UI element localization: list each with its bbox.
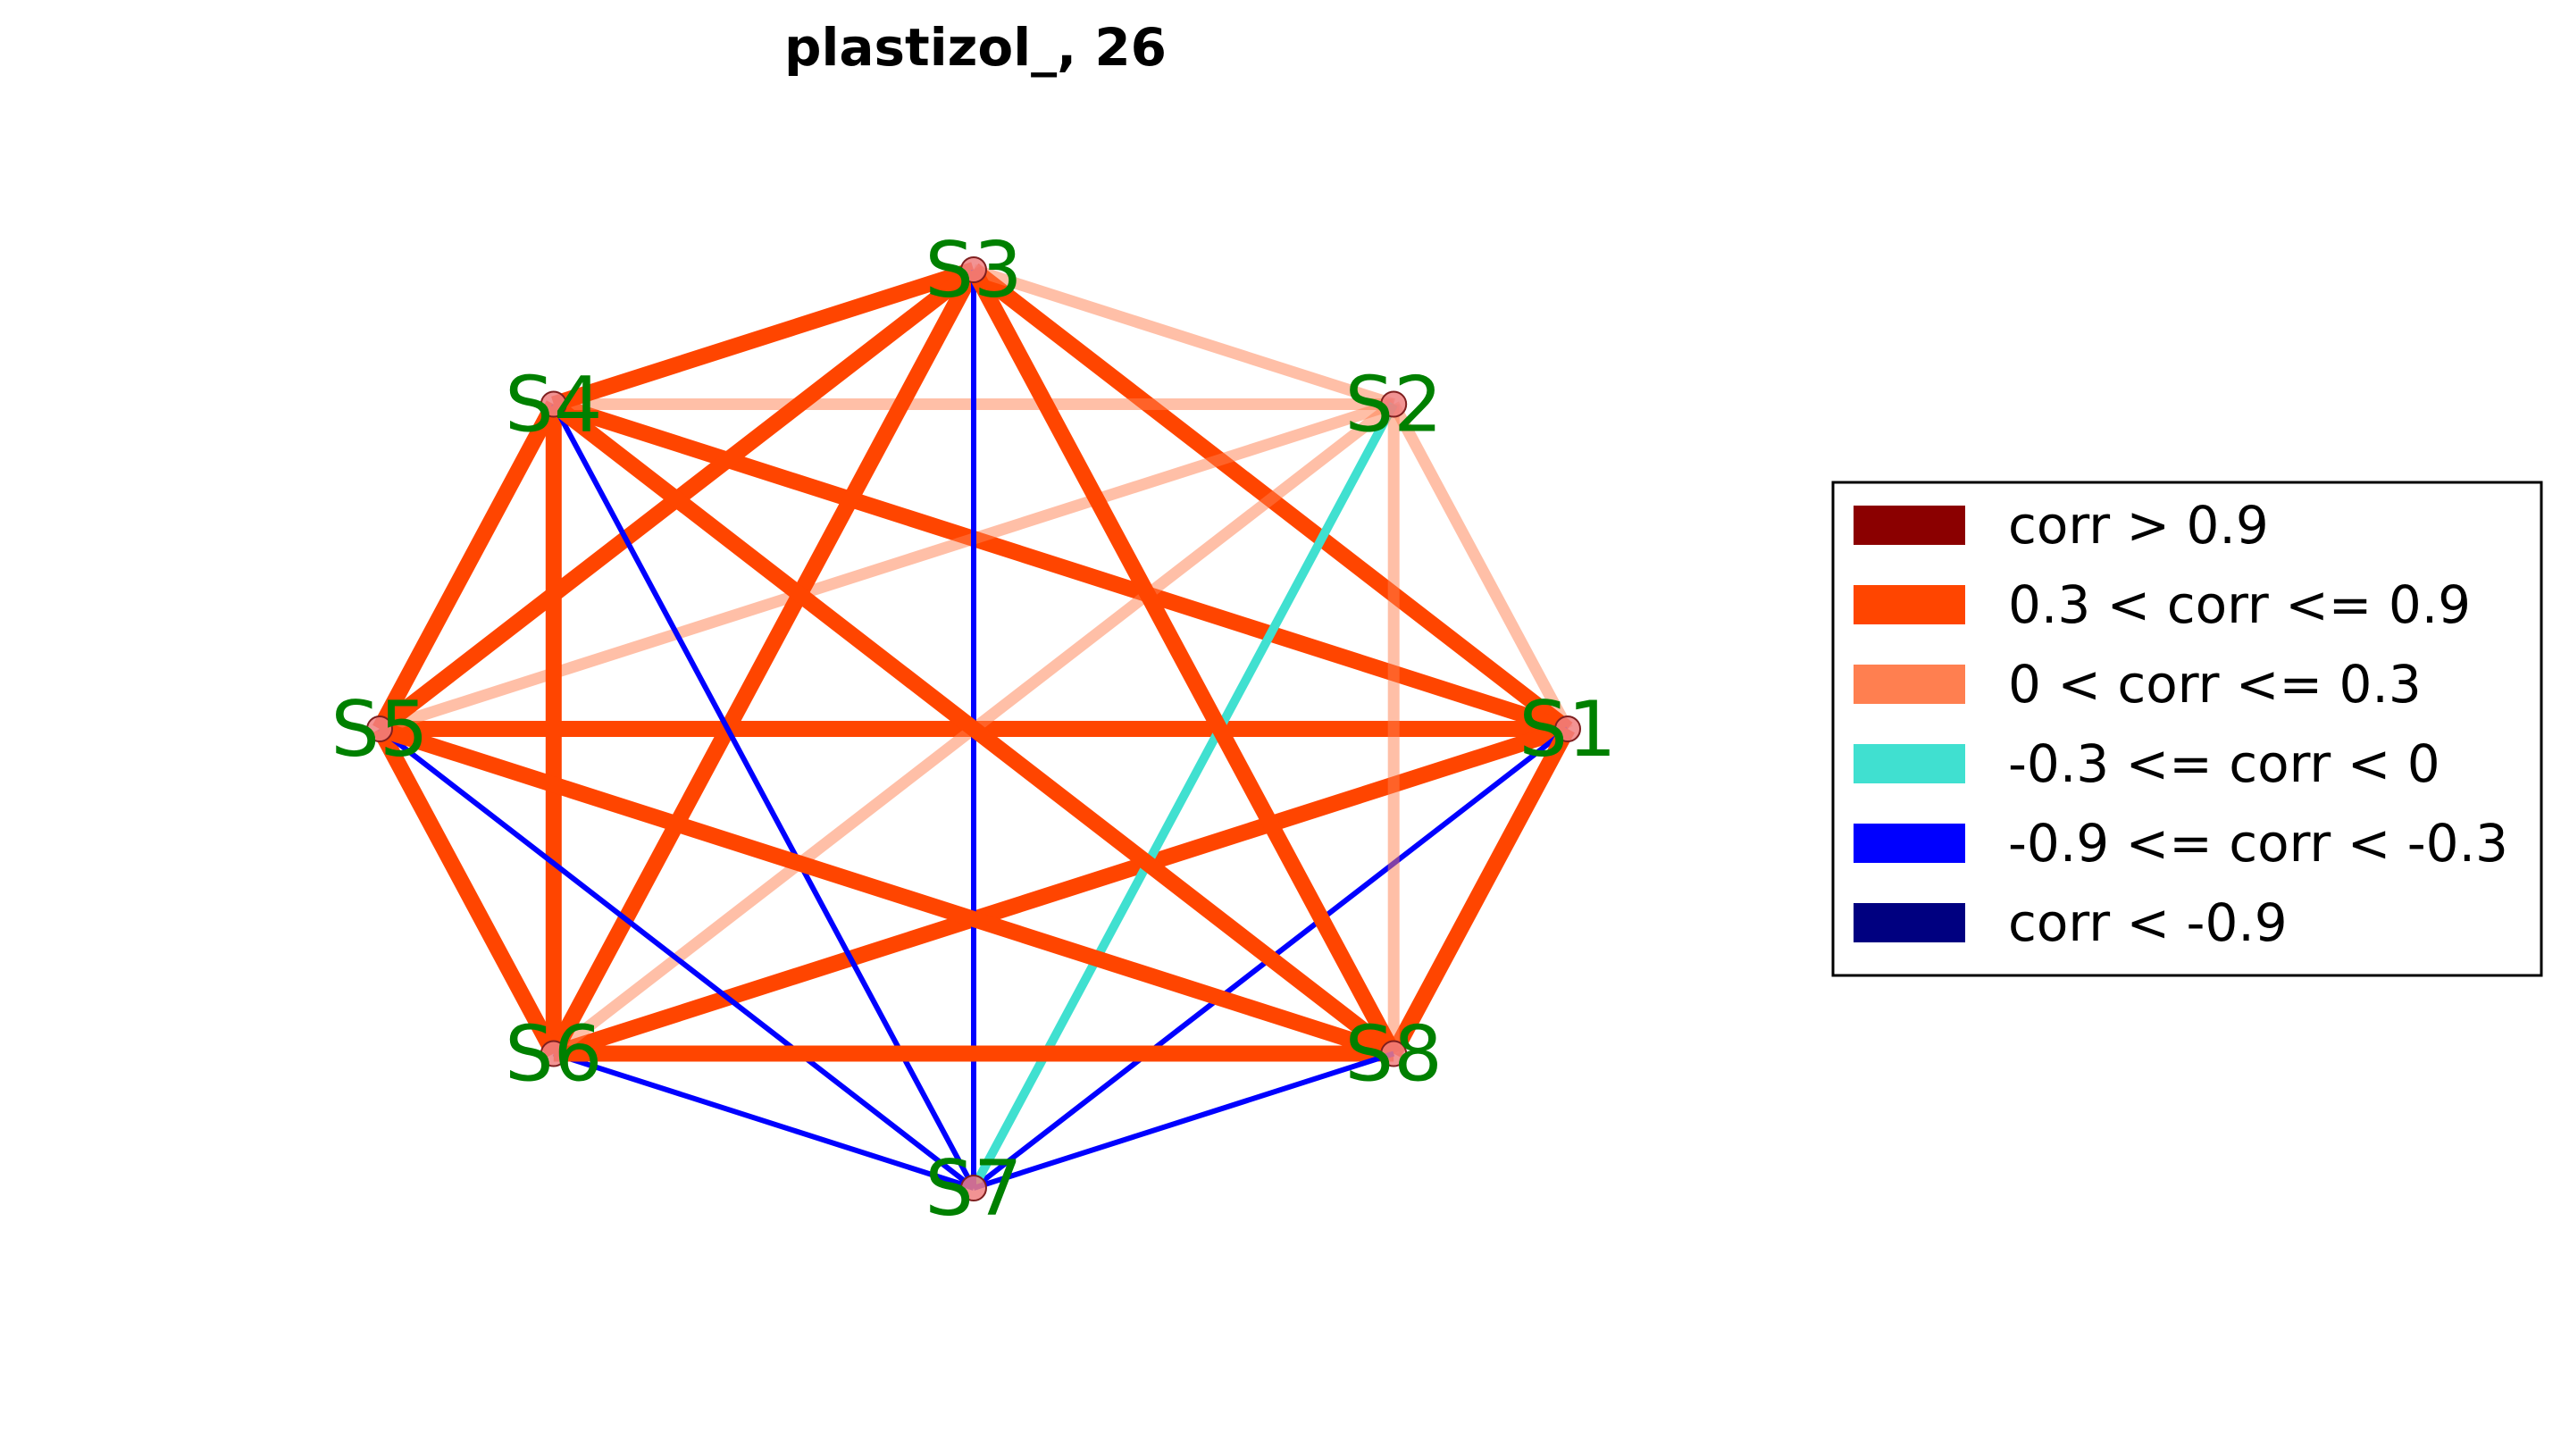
edge-s1-s2 xyxy=(1388,401,1573,732)
legend-frame xyxy=(1831,481,2543,977)
legend-label-mod-pos: 0.3 < corr <= 0.9 xyxy=(2008,574,2471,635)
legend-swatch-mod-neg xyxy=(1854,824,1965,863)
edge-s3-s4 xyxy=(551,262,976,413)
edge-s5-s6 xyxy=(372,724,561,1058)
node-s2 xyxy=(1380,390,1408,418)
edge-s2-s3 xyxy=(972,264,1396,410)
node-label-s8: S8 xyxy=(1345,1010,1443,1100)
legend-label-strong-pos: corr > 0.9 xyxy=(2008,495,2269,556)
legend-label-mod-neg: -0.9 <= corr < -0.3 xyxy=(2008,813,2508,874)
edges-layer xyxy=(372,262,1575,1191)
figure-title: plastizol_, 26 xyxy=(784,17,1167,78)
node-label-s5: S5 xyxy=(331,685,428,774)
edge-s6-s7 xyxy=(552,1050,975,1191)
node-label-s4: S4 xyxy=(505,361,602,450)
node-labels-layer: S1 S2 S3 S4 S5 S6 S7 S8 xyxy=(331,226,1616,1234)
node-s5 xyxy=(366,715,393,742)
edge-s5-s7 xyxy=(378,726,975,1191)
node-s8 xyxy=(1380,1040,1408,1067)
edge-s4-s5 xyxy=(372,400,561,733)
node-label-s6: S6 xyxy=(505,1010,602,1100)
edge-s3-s8 xyxy=(967,265,1402,1058)
edge-s3-s6 xyxy=(546,265,981,1058)
node-s6 xyxy=(540,1040,567,1067)
edge-s1-s8 xyxy=(1386,724,1575,1058)
nodes-layer xyxy=(366,256,1581,1201)
node-label-s2: S2 xyxy=(1345,361,1443,450)
edge-s4-s8 xyxy=(548,397,1399,1060)
edge-s7-s8 xyxy=(973,1050,1395,1191)
node-label-s7: S7 xyxy=(925,1144,1022,1234)
legend-label-weak-pos: 0 < corr <= 0.3 xyxy=(2008,654,2422,715)
legend-swatch-mod-pos xyxy=(1854,585,1965,624)
legend-swatch-strong-pos xyxy=(1854,506,1965,545)
node-s7 xyxy=(960,1175,987,1201)
node-s4 xyxy=(540,390,567,418)
node-label-s1: S1 xyxy=(1519,685,1616,774)
node-s1 xyxy=(1554,715,1581,742)
legend-swatch-strong-neg xyxy=(1854,903,1965,942)
edge-s5-s8 xyxy=(377,721,1396,1062)
legend-label-strong-neg: corr < -0.9 xyxy=(2008,892,2288,953)
legend-swatch-weak-neg xyxy=(1854,744,1965,783)
legend: corr > 0.9 0.3 < corr <= 0.9 0 < corr <= 0… xyxy=(1831,481,2543,977)
node-s3 xyxy=(960,256,987,283)
node-label-s3: S3 xyxy=(925,226,1022,315)
legend-label-weak-neg: -0.3 <= corr < 0 xyxy=(2008,733,2440,794)
legend-swatch-weak-pos xyxy=(1854,665,1965,704)
